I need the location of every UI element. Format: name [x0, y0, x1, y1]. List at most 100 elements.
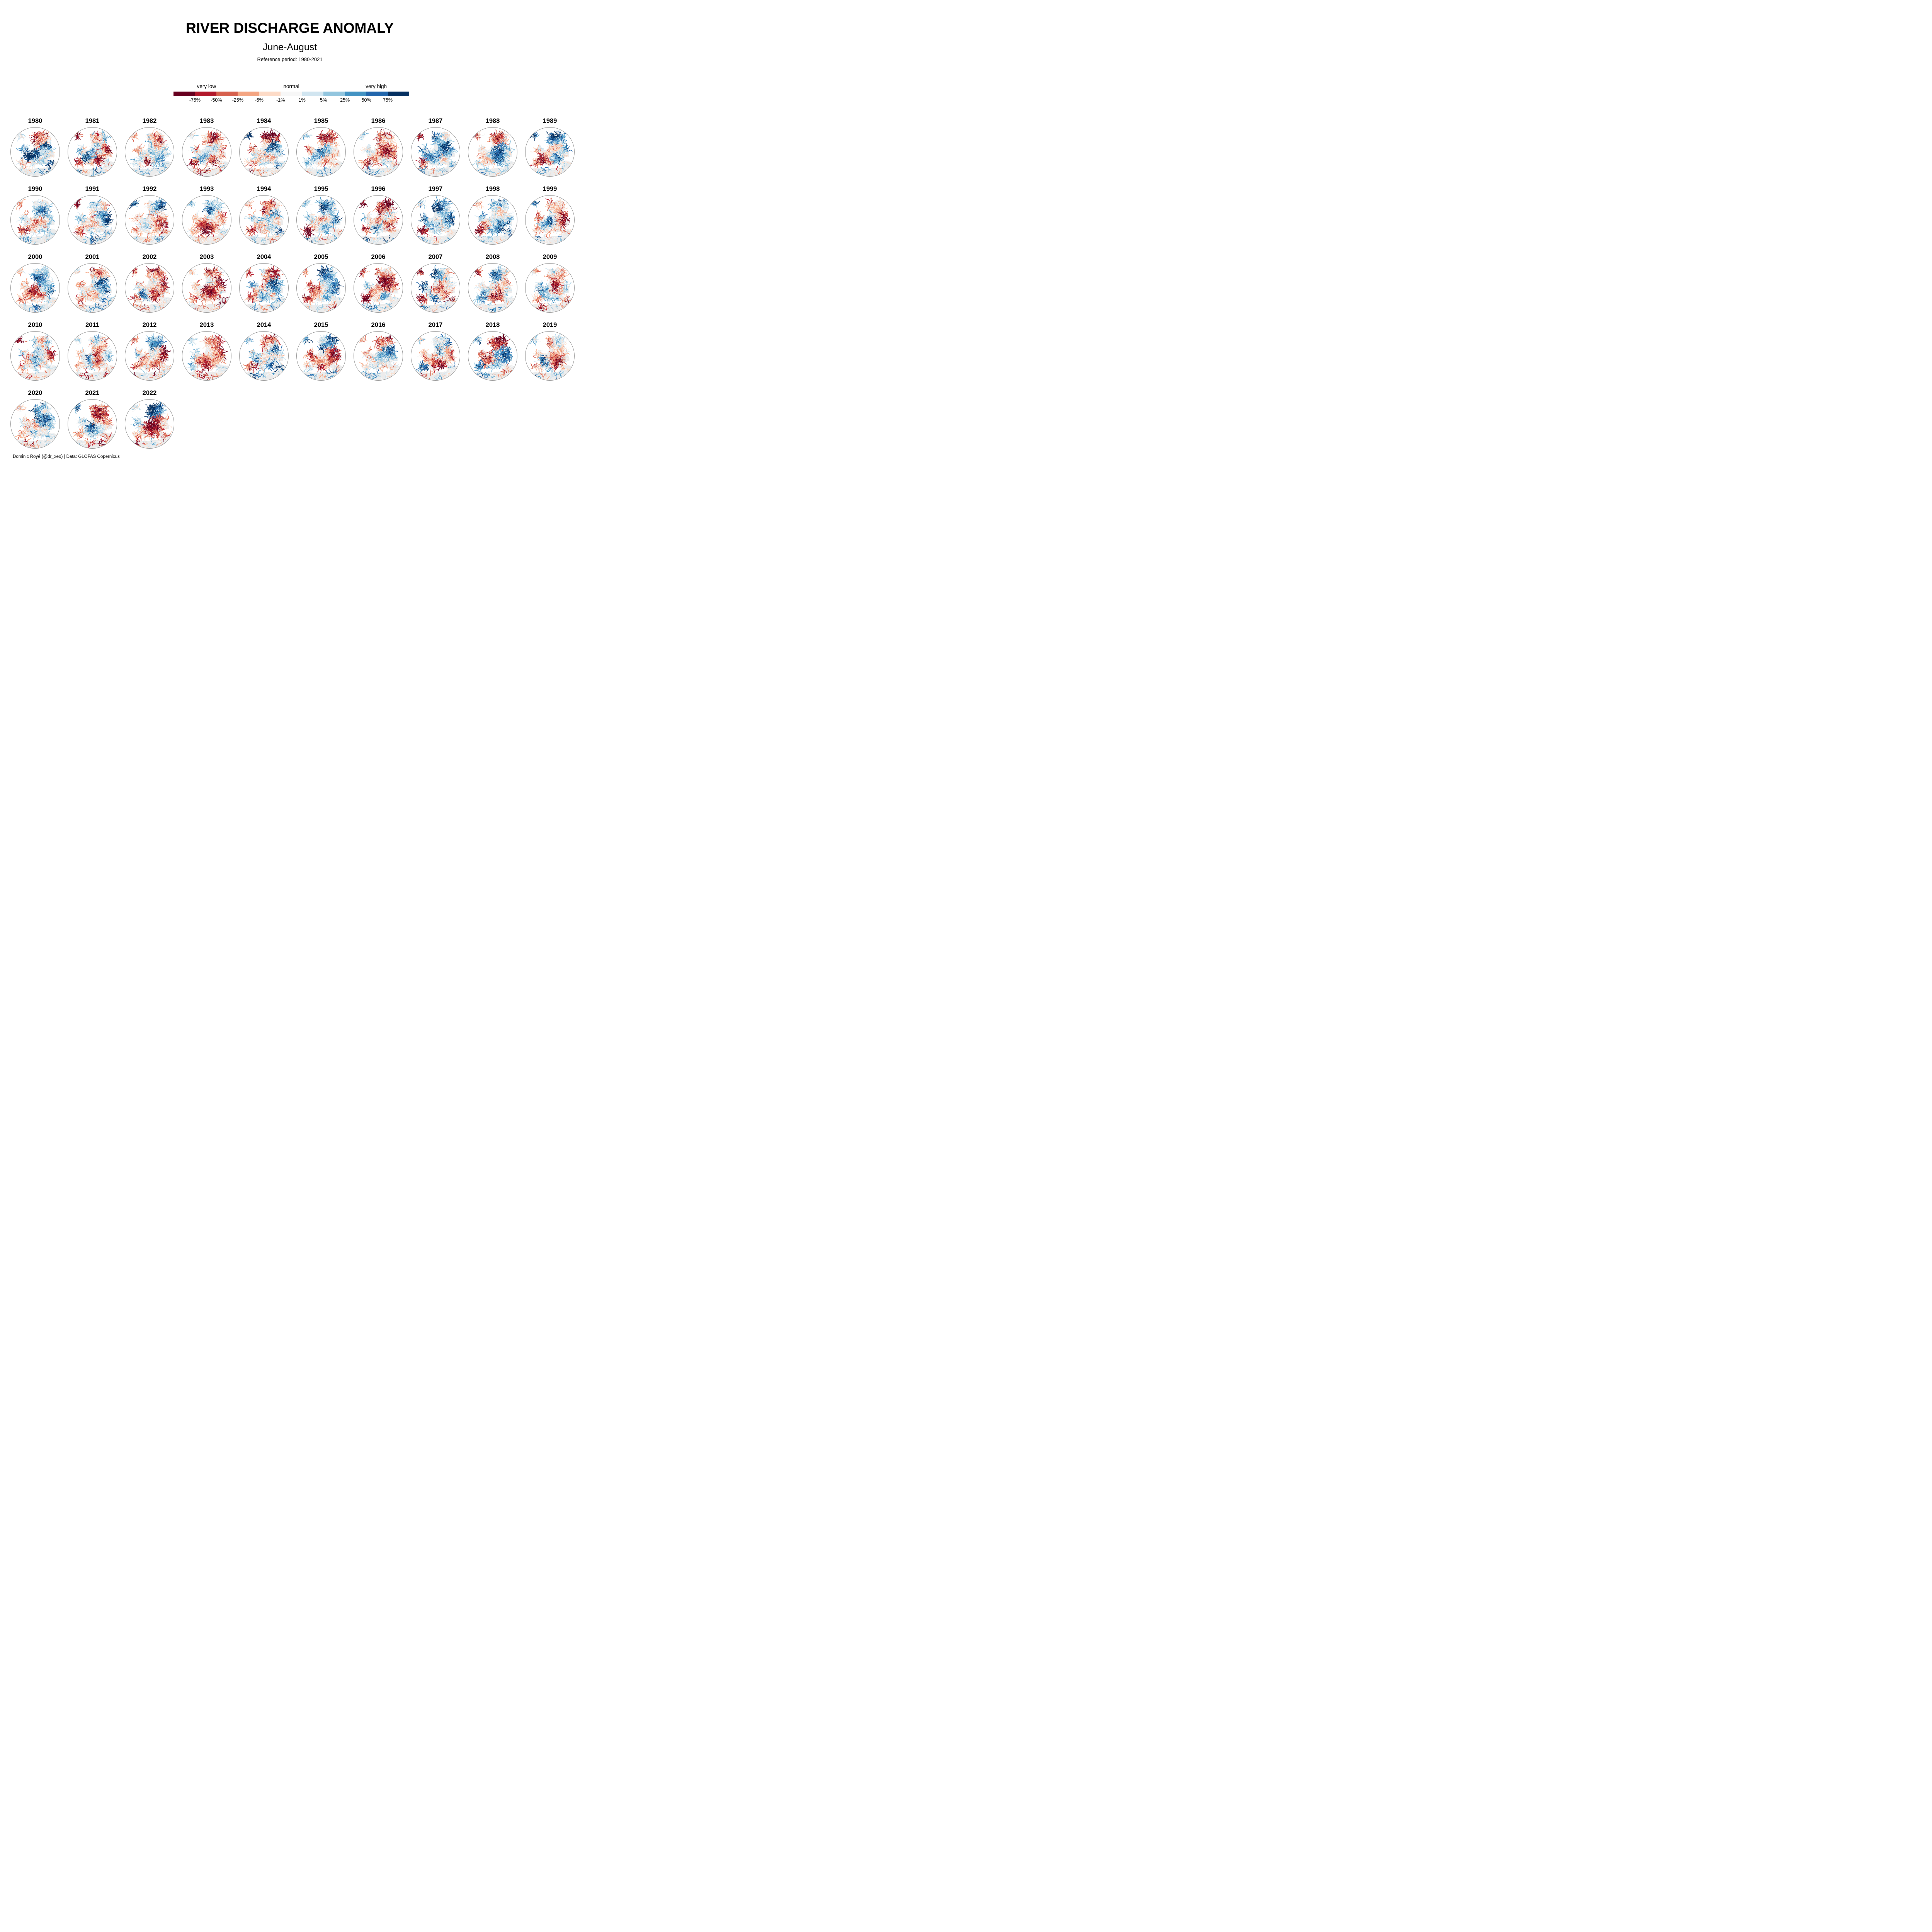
anomaly-map-2018: [468, 331, 518, 381]
year-map-cell-2004: 2004: [235, 253, 293, 321]
legend-tick: -75%: [189, 97, 201, 103]
year-label: 2007: [428, 253, 443, 260]
year-map-cell-1987: 1987: [407, 117, 464, 185]
anomaly-map-1980: [10, 127, 60, 177]
year-map-cell-1980: 1980: [7, 117, 64, 185]
year-label: 2021: [85, 389, 100, 396]
anomaly-map-1993: [182, 195, 232, 245]
anomaly-map-1988: [468, 127, 518, 177]
year-map-cell-2009: 2009: [521, 253, 578, 321]
year-label: 2008: [485, 253, 500, 260]
legend-swatch-2: [216, 92, 238, 96]
year-label: 1988: [485, 117, 500, 124]
year-label: 1992: [142, 185, 157, 192]
anomaly-map-2004: [239, 263, 289, 313]
reference-period: Reference period: 1980-2021: [257, 56, 323, 62]
year-map-cell-2012: 2012: [121, 321, 178, 389]
year-map-cell-2010: 2010: [7, 321, 64, 389]
year-map-cell-1993: 1993: [178, 185, 235, 253]
year-map-cell-1992: 1992: [121, 185, 178, 253]
page-subtitle: June-August: [262, 42, 317, 53]
anomaly-map-1995: [296, 195, 346, 245]
legend-tick-labels: -75% -50% -25% -5% -1% 1% 5% 25% 50% 75%: [173, 97, 409, 104]
anomaly-map-2005: [296, 263, 346, 313]
year-label: 1984: [257, 117, 271, 124]
anomaly-map-2007: [410, 263, 461, 313]
legend-tick: 25%: [340, 97, 350, 103]
year-map-cell-2014: 2014: [235, 321, 293, 389]
legend-swatch-3: [238, 92, 259, 96]
year-label: 1997: [428, 185, 443, 192]
anomaly-map-1997: [410, 195, 461, 245]
year-label: 2015: [314, 321, 328, 328]
legend-tick: 50%: [361, 97, 371, 103]
color-legend: very low normal very high -75% -50% -25% -5…: [173, 83, 409, 108]
year-label: 2002: [142, 253, 157, 260]
year-map-cell-1990: 1990: [7, 185, 64, 253]
year-map-cell-2017: 2017: [407, 321, 464, 389]
year-map-cell-1989: 1989: [521, 117, 578, 185]
anomaly-map-1992: [124, 195, 175, 245]
anomaly-map-1999: [525, 195, 575, 245]
year-label: 2005: [314, 253, 328, 260]
anomaly-map-1986: [353, 127, 403, 177]
year-map-cell-2000: 2000: [7, 253, 64, 321]
anomaly-map-2013: [182, 331, 232, 381]
page-title: RIVER DISCHARGE ANOMALY: [186, 20, 394, 36]
year-map-cell-2015: 2015: [293, 321, 350, 389]
year-label: 1989: [543, 117, 557, 124]
year-label: 2019: [543, 321, 557, 328]
anomaly-map-1996: [353, 195, 403, 245]
year-label: 1981: [85, 117, 100, 124]
year-label: 1991: [85, 185, 100, 192]
year-map-cell-2003: 2003: [178, 253, 235, 321]
year-label: 2006: [371, 253, 386, 260]
legend-swatch-9: [366, 92, 388, 96]
year-label: 1998: [485, 185, 500, 192]
map-row: 1990 1991 1992 1993 1994 1995 1996 1997 1998 1999: [7, 185, 578, 253]
legend-tick: 1%: [298, 97, 306, 103]
map-row: 1980 1981 1982 1983 1984 1985 1986 1987 1988 1989: [7, 117, 578, 185]
year-map-cell-1997: 1997: [407, 185, 464, 253]
legend-tick: -50%: [211, 97, 222, 103]
year-label: 1993: [199, 185, 214, 192]
year-label: 2010: [28, 321, 43, 328]
credit-line: Dominic Royé (@dr_xeo) | Data: GLOFAS Co…: [13, 454, 120, 459]
year-maps-grid: 1980 1981 1982 1983 1984 1985 1986 1987 1988 1989…: [7, 117, 578, 457]
year-map-cell-1999: 1999: [521, 185, 578, 253]
year-label: 2017: [428, 321, 443, 328]
legend-swatch-6: [302, 92, 324, 96]
anomaly-map-1990: [10, 195, 60, 245]
anomaly-map-2019: [525, 331, 575, 381]
anomaly-map-1981: [67, 127, 117, 177]
map-row: 2020 2021 2022: [7, 389, 578, 457]
legend-tick: -25%: [232, 97, 243, 103]
year-label: 1986: [371, 117, 386, 124]
year-label: 1985: [314, 117, 328, 124]
figure-header: RIVER DISCHARGE ANOMALY June-August Refe…: [0, 20, 580, 62]
year-label: 2012: [142, 321, 157, 328]
anomaly-map-2002: [124, 263, 175, 313]
legend-tick: 75%: [383, 97, 393, 103]
year-label: 2003: [199, 253, 214, 260]
legend-category-labels: very low normal very high: [173, 83, 409, 90]
legend-swatch-0: [173, 92, 195, 96]
anomaly-map-1994: [239, 195, 289, 245]
legend-swatch-4: [259, 92, 281, 96]
year-map-cell-2006: 2006: [350, 253, 407, 321]
legend-swatch-8: [345, 92, 367, 96]
year-label: 2020: [28, 389, 43, 396]
anomaly-map-2008: [468, 263, 518, 313]
anomaly-map-2022: [124, 399, 175, 449]
year-label: 2009: [543, 253, 557, 260]
year-label: 2013: [199, 321, 214, 328]
legend-color-bar: [173, 92, 409, 96]
year-label: 1990: [28, 185, 43, 192]
anomaly-map-1984: [239, 127, 289, 177]
year-map-cell-2008: 2008: [464, 253, 521, 321]
year-map-cell-2013: 2013: [178, 321, 235, 389]
year-label: 2018: [485, 321, 500, 328]
year-label: 2004: [257, 253, 271, 260]
anomaly-map-2011: [67, 331, 117, 381]
legend-tick: -5%: [255, 97, 264, 103]
